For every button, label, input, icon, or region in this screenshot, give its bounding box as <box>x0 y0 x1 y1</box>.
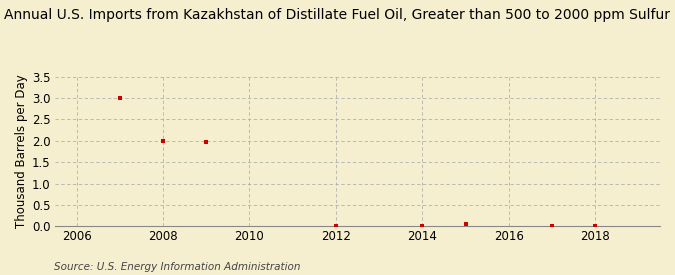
Point <box>201 140 212 144</box>
Point <box>590 224 601 228</box>
Point <box>547 224 558 228</box>
Y-axis label: Thousand Barrels per Day: Thousand Barrels per Day <box>15 75 28 228</box>
Point <box>417 224 428 228</box>
Text: Annual U.S. Imports from Kazakhstan of Distillate Fuel Oil, Greater than 500 to : Annual U.S. Imports from Kazakhstan of D… <box>5 8 670 22</box>
Text: Source: U.S. Energy Information Administration: Source: U.S. Energy Information Administ… <box>54 262 300 272</box>
Point <box>460 222 471 226</box>
Point <box>157 139 168 143</box>
Point <box>331 224 342 228</box>
Point <box>114 96 125 100</box>
